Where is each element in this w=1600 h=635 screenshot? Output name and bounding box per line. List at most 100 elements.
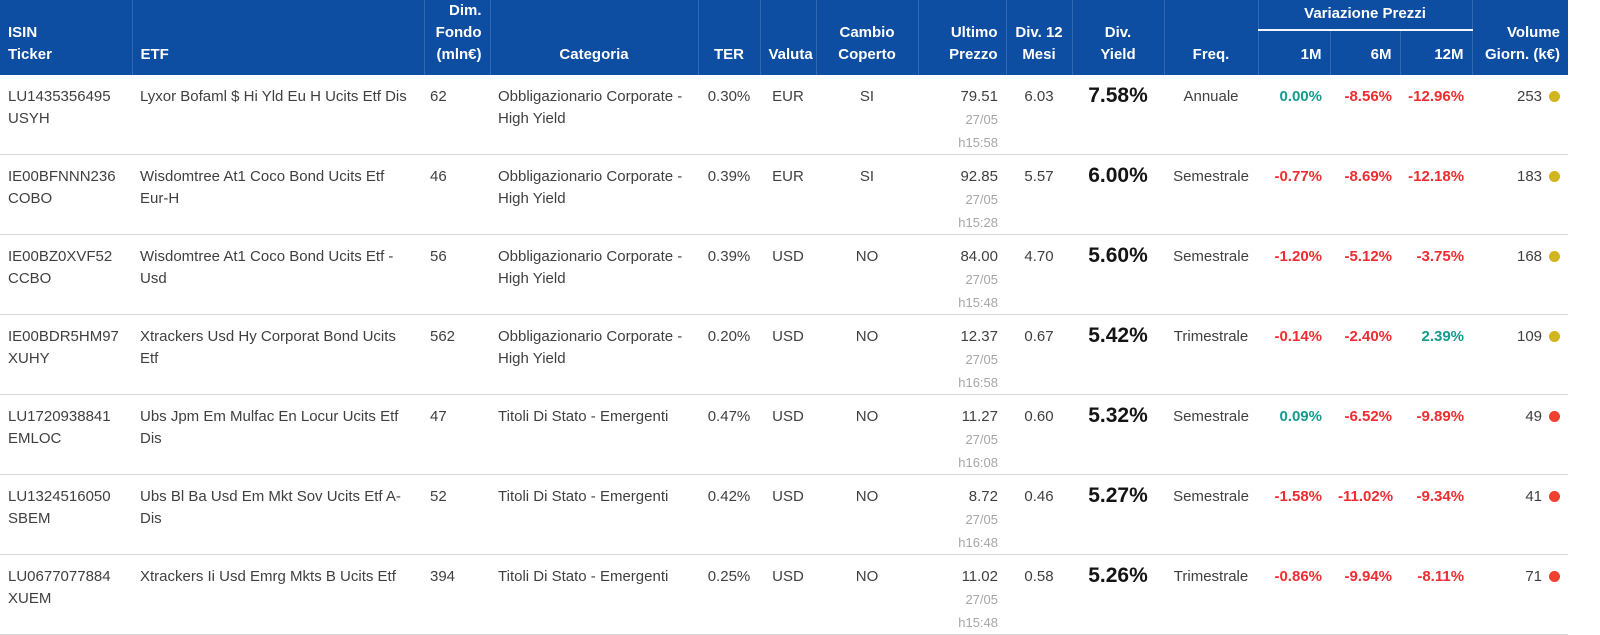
ticker: XUHY [8,350,50,367]
cambio-coperto: NO [855,248,879,265]
col-header-var-6m[interactable]: 6M [1330,30,1401,75]
col-header-div-yield[interactable]: Div. Yield [1072,0,1165,75]
ultimo-prezzo: 92.85 [960,168,998,185]
header-line: Coperto [838,46,896,63]
volume-value: 71 [1525,568,1543,585]
prezzo-data: 27/05 [965,352,998,367]
col-header-volume[interactable]: Volume Giorn. (k€) [1472,0,1569,75]
var-6m: -5.12% [1344,248,1392,265]
ultimo-prezzo-cell: 8.72 27/05 h16:48 [918,475,1006,555]
var-12m: -9.34% [1416,488,1465,505]
ultimo-prezzo-cell: 11.27 27/05 h16:08 [918,395,1006,475]
div-yield: 7.58% [1088,84,1148,107]
etf-name: Wisdomtree At1 Coco Bond Ucits Etf Eur-H [140,168,385,207]
div-12-mesi: 5.57 [1024,168,1054,185]
prezzo-data: 27/05 [965,432,998,447]
prezzo-data: 27/05 [965,192,998,207]
volume-status-dot [1549,91,1561,102]
etf-row[interactable]: IE00BDR5HM97 XUHY Xtrackers Usd Hy Corpo… [0,314,1569,395]
var-6m: -2.40% [1344,328,1392,345]
header-line: Cambio [839,24,895,41]
ter: 0.39% [707,168,751,185]
var-12m: -9.89% [1416,408,1465,425]
var-6m: -11.02% [1338,488,1394,505]
ticker: COBO [8,190,53,207]
dim-fondo: 46 [430,168,447,185]
isin-ticker-cell: IE00BZ0XVF52 CCBO [0,235,132,315]
ter: 0.20% [707,328,751,345]
volume-cell: 109 [1472,315,1568,395]
header-line: (mln€) [436,46,482,63]
header-line: Fondo [435,24,482,41]
col-header-var-1m[interactable]: 1M [1258,30,1331,75]
header-line: Ticker [8,46,52,63]
prezzo-data: 27/05 [965,112,998,127]
valuta: USD [772,328,804,345]
col-header-div-12-mesi[interactable]: Div. 12 Mesi [1006,0,1073,75]
div-12-mesi: 6.03 [1024,88,1054,105]
col-header-var-12m[interactable]: 12M [1400,30,1473,75]
ultimo-prezzo: 8.72 [968,488,998,505]
div-12-mesi: 0.58 [1024,568,1054,585]
freq: Semestrale [1173,488,1249,505]
ticker: EMLOC [8,430,62,447]
volume-value: 168 [1517,248,1543,265]
valuta: USD [772,568,804,585]
etf-name: Lyxor Bofaml $ Hi Yld Eu H Ucits Etf Dis [140,88,407,105]
etf-row[interactable]: LU1324516050 SBEM Ubs Bl Ba Usd Em Mkt S… [0,474,1569,555]
col-header-freq[interactable]: Freq. [1164,0,1259,75]
div-yield: 5.42% [1088,324,1148,347]
etf-name: Ubs Bl Ba Usd Em Mkt Sov Ucits Etf A-Dis [140,488,401,527]
etf-row[interactable]: LU1435356495 USYH Lyxor Bofaml $ Hi Yld … [0,75,1569,155]
isin-ticker-cell: LU1324516050 SBEM [0,475,132,555]
etf-row[interactable]: IE00BFNNN236 COBO Wisdomtree At1 Coco Bo… [0,154,1569,235]
col-header-ultimo-prezzo[interactable]: Ultimo Prezzo [918,0,1007,75]
volume-value: 253 [1517,88,1543,105]
div-12-mesi: 0.46 [1024,488,1054,505]
ultimo-prezzo-cell: 79.51 27/05 h15:58 [918,75,1006,155]
dim-fondo: 47 [430,408,447,425]
ter: 0.42% [707,488,751,505]
volume-cell: 49 [1472,395,1568,475]
etf-row[interactable]: LU1720938841 EMLOC Ubs Jpm Em Mulfac En … [0,394,1569,475]
isin: LU1324516050 [8,488,111,505]
prezzo-ora: h15:58 [958,135,998,150]
ultimo-prezzo: 12.37 [960,328,998,345]
header-line: Div. 12 [1015,24,1063,41]
ultimo-prezzo: 84.00 [960,248,998,265]
freq: Semestrale [1173,408,1249,425]
volume-value: 109 [1517,328,1543,345]
var-12m: -3.75% [1416,248,1465,265]
ultimo-prezzo-cell: 92.85 27/05 h15:28 [918,155,1006,235]
prezzo-ora: h15:48 [958,295,998,310]
header-line: Yield [1100,46,1136,63]
etf-row[interactable]: LU0677077884 XUEM Xtrackers Ii Usd Emrg … [0,554,1569,635]
col-header-valuta[interactable]: Valuta [760,0,817,75]
col-header-categoria[interactable]: Categoria [490,0,699,75]
table-header: ISIN Ticker ETF Dim. Fondo (mln€) Catego… [0,0,1569,75]
ticker: XUEM [8,590,52,607]
volume-status-dot [1549,571,1561,582]
categoria: Obbligazionario Corporate - High Yield [498,168,683,207]
col-header-etf[interactable]: ETF [132,0,425,75]
col-header-ter[interactable]: TER [698,0,761,75]
col-header-isin-ticker[interactable]: ISIN Ticker [0,0,133,75]
col-header-cambio-coperto[interactable]: Cambio Coperto [816,0,919,75]
volume-status-dot [1549,411,1561,422]
prezzo-data: 27/05 [965,592,998,607]
var-1m: -0.77% [1274,168,1322,185]
dim-fondo: 62 [430,88,447,105]
volume-cell: 168 [1472,235,1568,315]
var-6m: -8.69% [1344,168,1392,185]
volume-cell: 253 [1472,75,1568,155]
var-1m: -1.58% [1274,488,1322,505]
col-header-dim-fondo[interactable]: Dim. Fondo (mln€) [424,0,491,75]
var-12m: -12.18% [1408,168,1465,185]
cambio-coperto: SI [859,168,875,185]
volume-value: 41 [1525,488,1543,505]
ticker: CCBO [8,270,52,287]
etf-row[interactable]: IE00BZ0XVF52 CCBO Wisdomtree At1 Coco Bo… [0,234,1569,315]
volume-cell: 183 [1472,155,1568,235]
var-6m: -6.52% [1344,408,1392,425]
